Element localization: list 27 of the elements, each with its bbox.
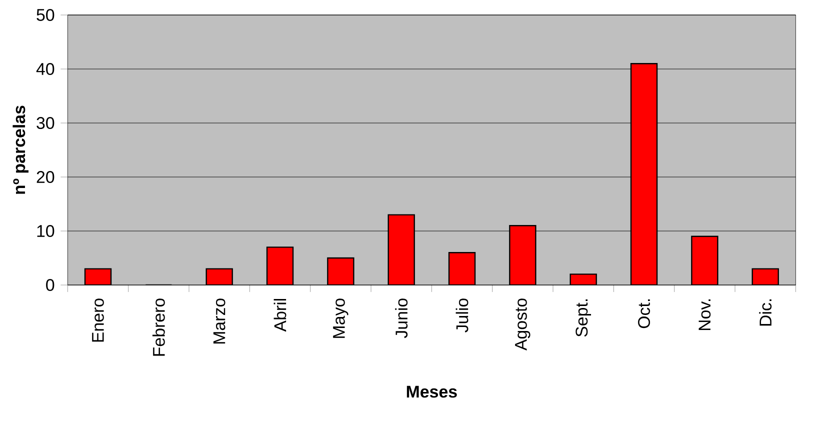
x-tick-label: Nov. [698, 299, 711, 330]
bar [327, 257, 354, 285]
bar [448, 252, 476, 285]
x-tick-label: Junio [395, 298, 408, 338]
x-tick-label: Sept. [576, 299, 592, 337]
y-tick-label: 20 [36, 171, 54, 183]
x-tick-label: Febrero [152, 298, 165, 356]
x-axis-title: Meses [406, 386, 457, 398]
x-tick-label: Marzo [213, 298, 226, 344]
x-tick-label: Agosto [515, 298, 530, 351]
bar [691, 236, 718, 285]
x-tick-label: Mayo [333, 298, 348, 338]
y-tick-label: 40 [36, 63, 54, 75]
bar [509, 225, 536, 285]
bar [266, 246, 294, 285]
y-tick-label: 10 [37, 225, 54, 237]
x-tick-label: Dic. [759, 299, 772, 326]
bar [388, 214, 415, 285]
y-tick-label: 50 [36, 9, 54, 21]
y-tick-label: 0 [46, 279, 54, 291]
x-tick-label: Enero [92, 298, 104, 342]
y-axis-title: nº parcelas [12, 106, 28, 194]
x-tick-label: Abril [274, 298, 286, 332]
bar [630, 63, 658, 285]
x-tick-label: Julio [456, 298, 468, 332]
y-tick-label: 30 [36, 117, 54, 129]
x-tick-label: Oct. [638, 299, 650, 328]
